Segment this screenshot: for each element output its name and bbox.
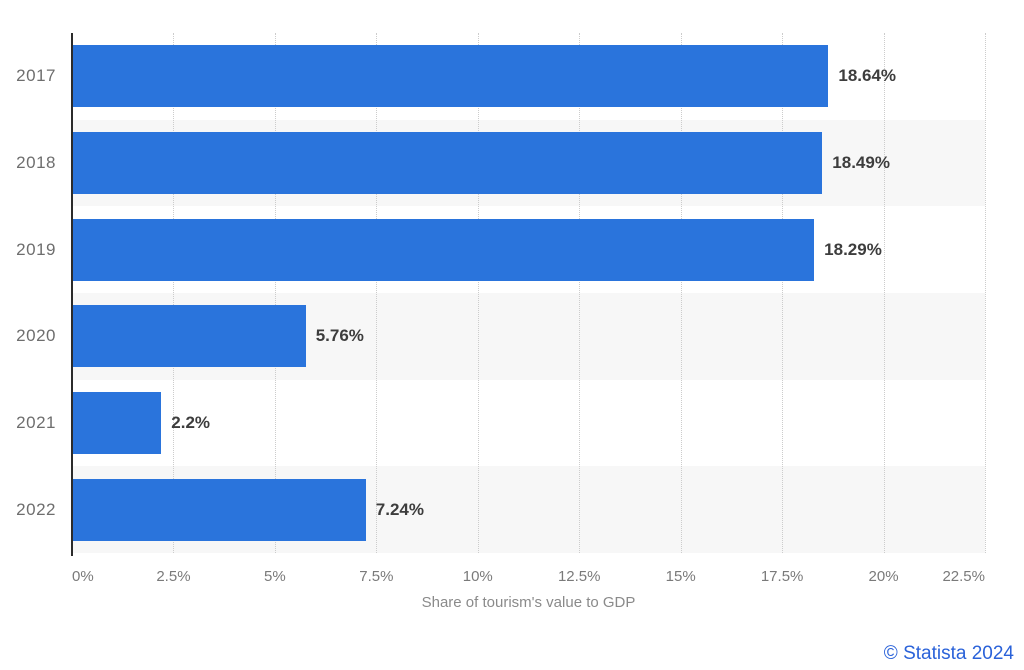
grid-line (274, 33, 276, 553)
bar-2020[interactable] (72, 305, 306, 368)
bar-value-label: 18.49% (832, 153, 890, 172)
grid-line (883, 33, 885, 553)
bar-2017[interactable] (72, 45, 829, 108)
year-label-2022: 2022 (16, 499, 56, 519)
grid-line (173, 33, 175, 553)
y-axis-line (71, 33, 73, 556)
year-label-2021: 2021 (16, 413, 56, 432)
bar-value-label: 18.29% (824, 239, 882, 259)
year-label-2019: 2019 (16, 239, 56, 259)
bar-2019[interactable] (72, 218, 815, 281)
x-tick-label: 7.5% (359, 568, 394, 585)
x-tick-label: 17.5% (760, 568, 804, 585)
year-label-2020: 2020 (16, 326, 56, 346)
grid-line (579, 33, 581, 553)
grid-line (376, 33, 378, 553)
bar-2018[interactable] (72, 132, 823, 194)
x-tick-label: 2.5% (156, 568, 191, 585)
bar-2021[interactable] (72, 392, 162, 454)
plot-area: 18.64% 18.49% 18.29% 5.76% 2.2% 7.24% (72, 33, 986, 553)
bar-value-label: 18.64% (838, 66, 897, 86)
statista-credit-link[interactable]: © Statista 2024 (883, 643, 1014, 664)
x-tick-label: 10% (462, 568, 493, 585)
bar-value-label: 5.76% (315, 326, 364, 346)
x-axis-title: Share of tourism's value to GDP (421, 594, 636, 611)
bar-value-label: 2.2% (171, 413, 211, 432)
grid-line (782, 33, 784, 553)
x-tick-label: 15% (665, 568, 696, 585)
x-tick-label: 22.5% (942, 568, 985, 585)
x-tick-label: 5% (264, 568, 286, 585)
grid-line (477, 33, 479, 553)
x-tick-label: 20% (868, 568, 899, 585)
x-tick-label: 12.5% (557, 568, 601, 585)
year-label-2018: 2018 (16, 153, 56, 172)
grid-line (680, 33, 682, 553)
grid-line (985, 33, 986, 553)
bar-value-label: 7.24% (375, 499, 424, 519)
year-label-2017: 2017 (16, 66, 56, 86)
bar-2022[interactable] (72, 478, 366, 541)
x-tick-label: 0% (72, 568, 94, 585)
